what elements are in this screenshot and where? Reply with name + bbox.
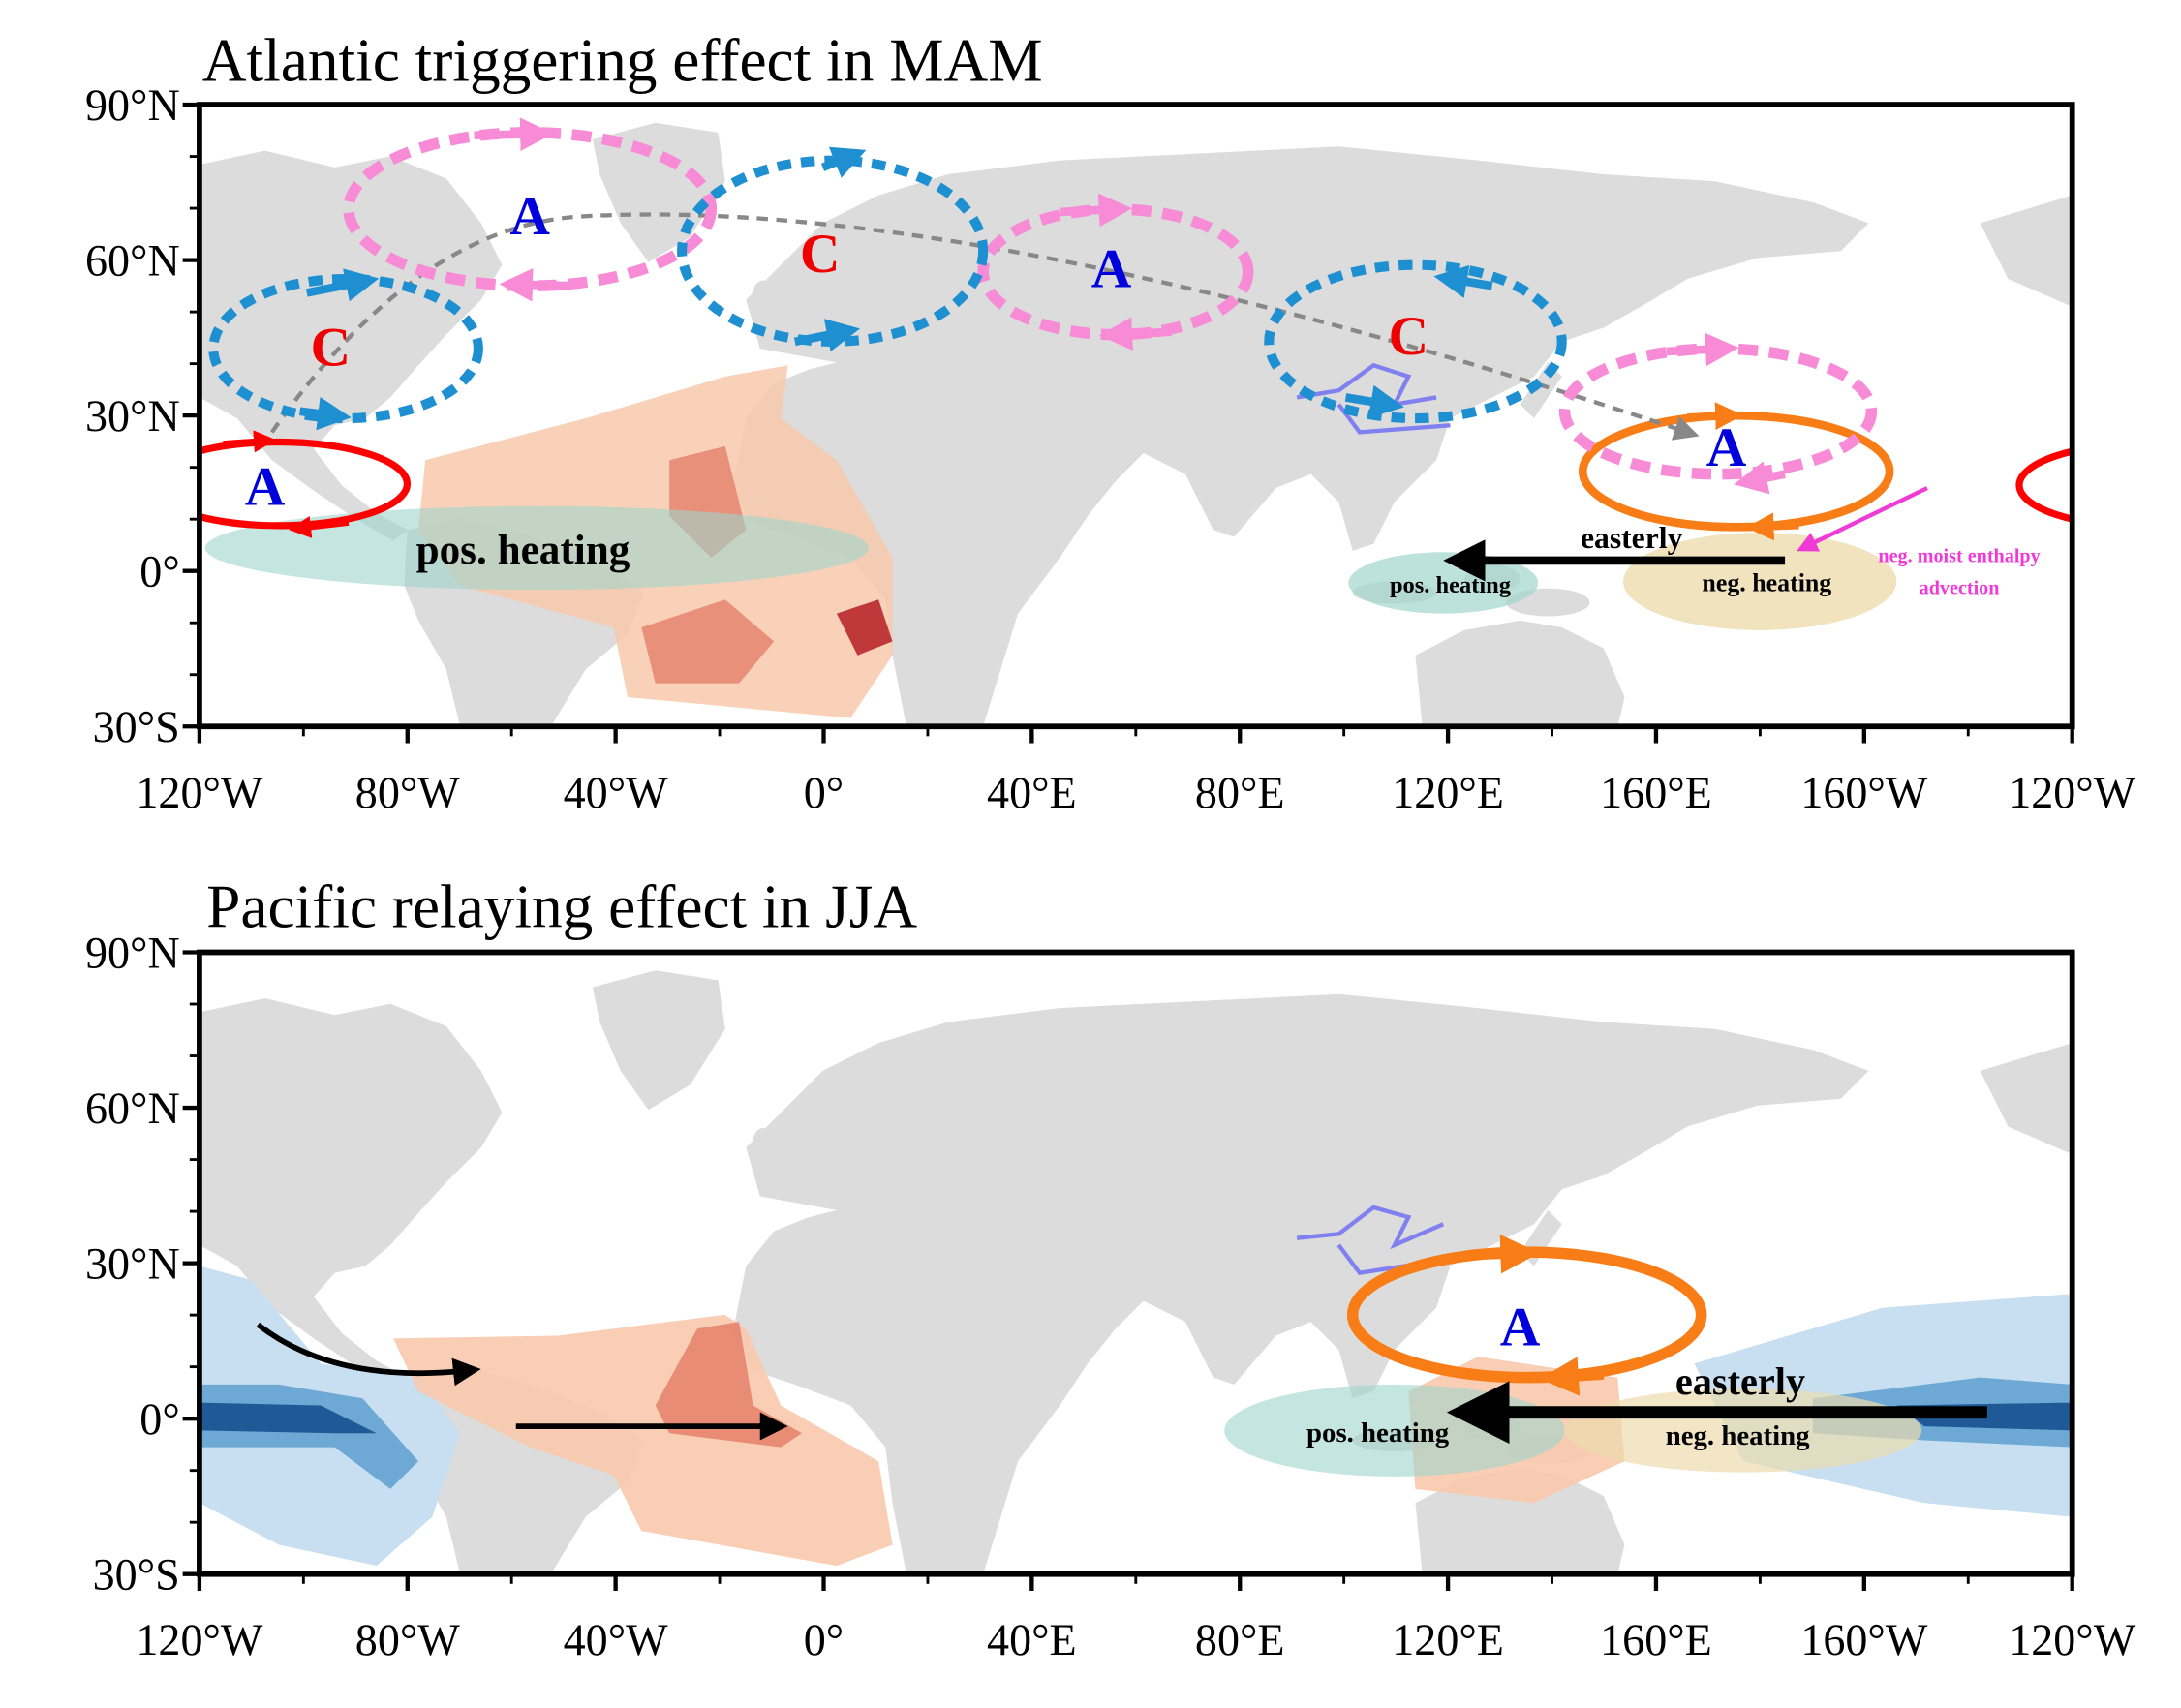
x-tick-label: 160°W xyxy=(1800,768,1928,817)
label: A xyxy=(245,456,286,517)
x-tick-label: 40°W xyxy=(564,768,668,817)
x-tick-label: 120°W xyxy=(136,768,263,817)
label: advection xyxy=(1920,577,2000,598)
y-tick-label: 30°N xyxy=(85,391,180,441)
x-tick-label: 0° xyxy=(804,1615,844,1664)
label: pos. heating xyxy=(416,528,630,573)
y-tick-label: 60°N xyxy=(85,1083,180,1133)
map xyxy=(199,117,2073,727)
label: A xyxy=(1500,1297,1541,1358)
labels: A easterly pos. heating neg. heating xyxy=(1306,1297,1810,1451)
x-tick-label: 120°W xyxy=(2009,768,2136,817)
map xyxy=(199,970,2073,1574)
x-tick-label: 40°E xyxy=(987,768,1077,817)
x-tick-label: 120°E xyxy=(1392,1615,1504,1664)
label: C xyxy=(800,224,841,285)
y-tick-label: 30°N xyxy=(85,1238,180,1288)
label: A xyxy=(1091,239,1132,300)
x-tick-label: 120°E xyxy=(1392,768,1504,817)
x-tick-label: 120°W xyxy=(136,1615,263,1664)
label: C xyxy=(310,317,351,378)
label: neg. heating xyxy=(1666,1420,1810,1451)
x-tick-label: 80°E xyxy=(1195,768,1285,817)
panel-title: Atlantic triggering effect in MAM xyxy=(202,27,1043,95)
y-tick-label: 90°N xyxy=(85,928,180,977)
y-tick-label: 30°S xyxy=(93,1550,180,1600)
label: pos. heating xyxy=(1390,572,1511,598)
x-tick-label: 40°E xyxy=(987,1615,1077,1664)
y-tick-label: 0° xyxy=(139,547,179,596)
y-tick-label: 30°S xyxy=(93,702,180,751)
y-tick-label: 0° xyxy=(139,1394,179,1444)
x-tick-label: 120°W xyxy=(2009,1615,2136,1664)
x-tick-label: 160°E xyxy=(1600,768,1712,817)
x-tick-label: 80°W xyxy=(355,768,460,817)
label: easterly xyxy=(1675,1359,1805,1403)
x-tick-label: 160°W xyxy=(1800,1615,1928,1664)
label: pos. heating xyxy=(1306,1418,1450,1449)
label: C xyxy=(1388,306,1428,367)
x-tick-label: 80°E xyxy=(1195,1615,1285,1664)
label: easterly xyxy=(1581,521,1683,555)
label: A xyxy=(509,186,550,247)
y-tick-label: 90°N xyxy=(85,80,180,130)
y-tick-label: 60°N xyxy=(85,235,180,285)
label: neg. heating xyxy=(1702,569,1831,597)
panel-title: Pacific relaying effect in JJA xyxy=(206,873,917,941)
label: A xyxy=(1706,417,1747,478)
x-tick-label: 80°W xyxy=(355,1615,460,1664)
panel: Pacific relaying effect in JJA A easterl… xyxy=(85,873,2136,1665)
labels: A A A A C C C pos. heating easterly pos.… xyxy=(245,186,2041,598)
panel: Atlantic triggering effect in MAM A A A … xyxy=(85,27,2136,817)
x-tick-label: 160°E xyxy=(1600,1615,1712,1664)
x-tick-label: 0° xyxy=(804,768,844,817)
label: neg. moist enthalpy xyxy=(1878,545,2040,566)
x-tick-label: 40°W xyxy=(564,1615,668,1664)
